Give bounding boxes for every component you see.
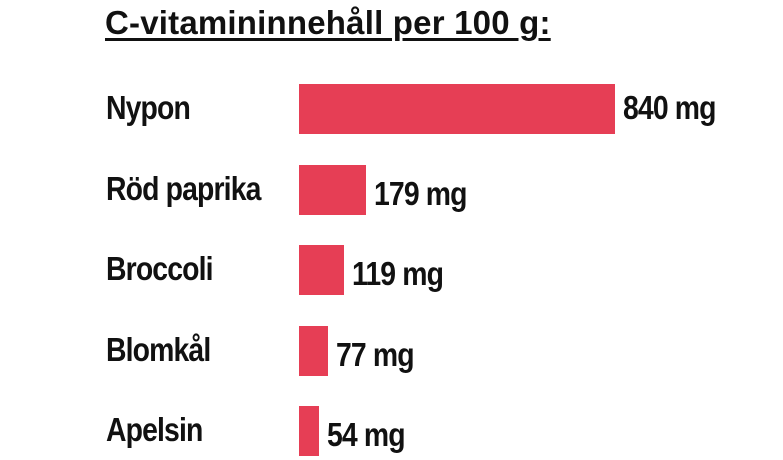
value-label: 840 mg: [623, 89, 717, 126]
category-label: Röd paprika: [106, 169, 261, 207]
bar: [299, 325, 328, 376]
bar: [299, 406, 320, 456]
value-label: 77 mg: [335, 335, 415, 373]
bar: [299, 84, 615, 134]
value-label: 54 mg: [327, 416, 406, 453]
value-label: 119 mg: [351, 255, 444, 292]
category-label: Broccoli: [106, 250, 214, 287]
bar: [299, 164, 367, 215]
value-label: 179 mg: [374, 174, 468, 212]
bar: [299, 245, 344, 295]
category-label: Apelsin: [106, 411, 203, 448]
category-label: Nypon: [106, 89, 191, 126]
category-label: Blomkål: [106, 330, 211, 368]
chart-title: C-vitamininnehåll per 100 g:: [105, 4, 551, 41]
